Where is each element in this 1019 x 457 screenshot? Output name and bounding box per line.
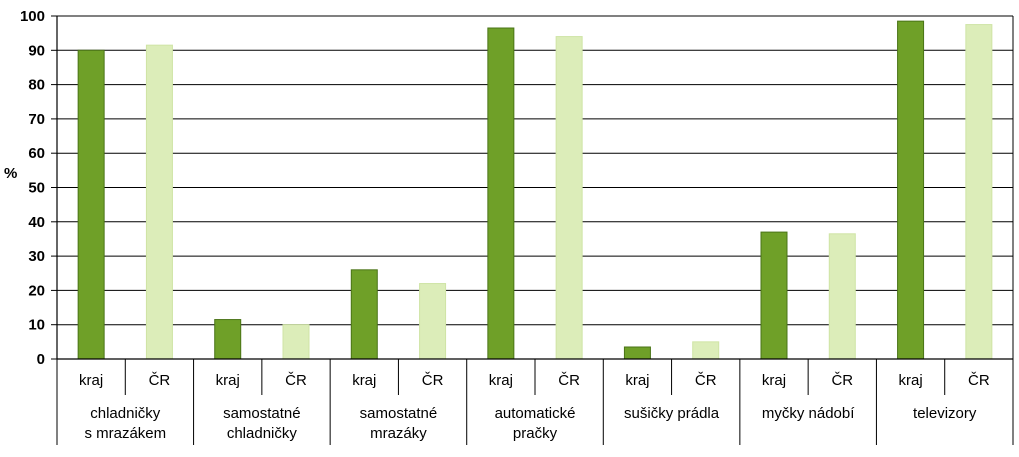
x-category-label: chladničky bbox=[90, 405, 161, 422]
bar-kraj bbox=[623, 346, 651, 360]
bar-cr bbox=[419, 283, 447, 360]
y-tick-label: 60 bbox=[28, 145, 45, 162]
bar-kraj bbox=[214, 319, 242, 360]
y-tick-label: 70 bbox=[28, 111, 45, 128]
bar-kraj bbox=[77, 49, 105, 360]
x-category-label: s mrazákem bbox=[84, 425, 166, 442]
x-category-label: televizory bbox=[913, 405, 977, 422]
x-sub-label: kraj bbox=[352, 372, 376, 389]
bar-cr bbox=[965, 24, 993, 360]
gridlines bbox=[57, 15, 1013, 326]
x-category-label: samostatné bbox=[360, 405, 438, 422]
x-sub-label: kraj bbox=[625, 372, 649, 389]
y-tick-label: 100 bbox=[20, 8, 45, 25]
axes bbox=[51, 15, 1014, 445]
x-sub-label: ČR bbox=[968, 372, 990, 389]
x-sub-label: ČR bbox=[831, 372, 853, 389]
y-tick-label: 20 bbox=[28, 282, 45, 299]
y-axis-title: % bbox=[4, 165, 17, 182]
bar-cr bbox=[828, 233, 856, 360]
bar-cr bbox=[692, 341, 720, 360]
x-category-label: myčky nádobí bbox=[762, 405, 855, 422]
x-sub-label: kraj bbox=[216, 372, 240, 389]
x-category-label: automatické bbox=[495, 405, 576, 422]
x-sub-label: kraj bbox=[489, 372, 513, 389]
y-tick-label: 30 bbox=[28, 248, 45, 265]
x-sub-label: ČR bbox=[558, 372, 580, 389]
x-category-label: sušičky prádla bbox=[624, 405, 720, 422]
x-sub-label: ČR bbox=[422, 372, 444, 389]
y-tick-label: 0 bbox=[37, 351, 45, 368]
bars bbox=[77, 20, 993, 360]
x-category-label: pračky bbox=[513, 425, 558, 442]
x-category-label: chladničky bbox=[227, 425, 298, 442]
x-sub-label: ČR bbox=[285, 372, 307, 389]
bar-kraj bbox=[760, 231, 788, 360]
bar-cr bbox=[555, 36, 583, 360]
y-tick-label: 80 bbox=[28, 77, 45, 94]
bar-kraj bbox=[350, 269, 378, 360]
bar-kraj bbox=[897, 20, 925, 360]
y-tick-label: 50 bbox=[28, 180, 45, 197]
y-tick-label: 90 bbox=[28, 42, 45, 59]
x-sub-label: ČR bbox=[149, 372, 171, 389]
y-tick-label: 40 bbox=[28, 214, 45, 231]
x-sub-label: ČR bbox=[695, 372, 717, 389]
bar-cr bbox=[145, 44, 173, 360]
bar-cr bbox=[282, 324, 310, 360]
labels: 0 10 20 30 40 50 60 70 80 90 100 kraj ČR kraj ČR kraj ČR… bbox=[20, 8, 990, 442]
x-sub-label: kraj bbox=[79, 372, 103, 389]
bar-kraj bbox=[487, 27, 515, 360]
x-category-label: mrazáky bbox=[370, 425, 427, 442]
x-category-label: samostatné bbox=[223, 405, 301, 422]
x-sub-label: kraj bbox=[898, 372, 922, 389]
x-sub-label: kraj bbox=[762, 372, 786, 389]
y-tick-label: 10 bbox=[28, 317, 45, 334]
